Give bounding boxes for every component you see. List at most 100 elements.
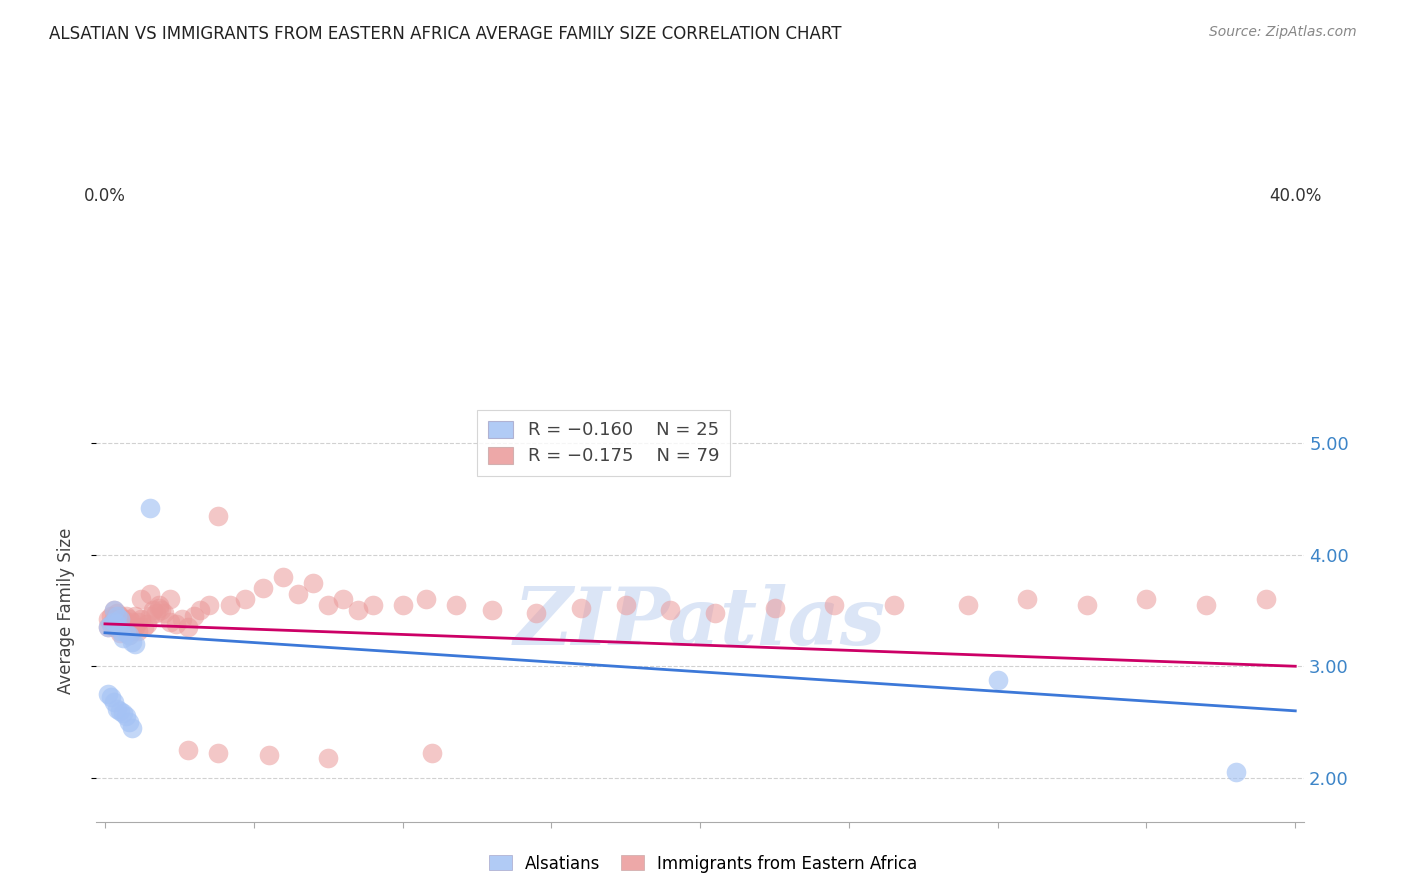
Point — [148, 601, 170, 615]
Point — [103, 615, 125, 629]
Point — [1017, 592, 1039, 607]
Point — [138, 609, 160, 624]
Point — [659, 603, 682, 617]
Point — [207, 508, 229, 523]
Point — [420, 746, 443, 760]
Text: 40.0%: 40.0% — [1270, 186, 1322, 204]
Point — [526, 606, 548, 620]
Point — [124, 609, 146, 624]
Point — [145, 606, 167, 620]
Point — [1225, 765, 1247, 780]
Point — [1195, 598, 1218, 612]
Point — [118, 612, 141, 626]
Point — [108, 616, 131, 631]
Point — [177, 620, 200, 634]
Point — [118, 628, 141, 642]
Point — [391, 598, 413, 612]
Point — [108, 704, 131, 718]
Point — [987, 673, 1010, 687]
Point — [150, 603, 173, 617]
Point — [97, 687, 120, 701]
Point — [132, 620, 155, 634]
Point — [103, 620, 125, 634]
Point — [118, 714, 141, 729]
Point — [105, 609, 128, 624]
Point — [114, 616, 136, 631]
Point — [105, 701, 128, 715]
Point — [316, 598, 339, 612]
Point — [219, 598, 242, 612]
Point — [103, 695, 125, 709]
Point — [883, 598, 905, 612]
Text: ZIPatlas: ZIPatlas — [515, 584, 886, 662]
Point — [100, 609, 122, 624]
Point — [103, 603, 125, 617]
Point — [763, 601, 786, 615]
Point — [111, 706, 134, 720]
Point — [444, 598, 467, 612]
Point — [114, 625, 136, 640]
Point — [138, 500, 160, 515]
Point — [100, 616, 122, 631]
Point — [100, 690, 122, 705]
Point — [172, 612, 194, 626]
Point — [121, 615, 143, 629]
Point — [273, 570, 295, 584]
Point — [97, 612, 120, 626]
Point — [111, 632, 134, 646]
Point — [177, 743, 200, 757]
Point — [614, 598, 637, 612]
Point — [129, 592, 152, 607]
Point — [207, 746, 229, 760]
Point — [956, 598, 979, 612]
Point — [108, 625, 131, 640]
Point — [316, 750, 339, 764]
Point — [481, 603, 503, 617]
Legend: R = −0.160    N = 25, R = −0.175    N = 79: R = −0.160 N = 25, R = −0.175 N = 79 — [477, 409, 730, 476]
Point — [108, 624, 131, 638]
Point — [105, 606, 128, 620]
Text: ALSATIAN VS IMMIGRANTS FROM EASTERN AFRICA AVERAGE FAMILY SIZE CORRELATION CHART: ALSATIAN VS IMMIGRANTS FROM EASTERN AFRI… — [49, 25, 842, 43]
Point — [100, 616, 122, 631]
Point — [121, 634, 143, 648]
Point — [127, 615, 149, 629]
Point — [124, 620, 146, 634]
Point — [302, 575, 325, 590]
Point — [114, 609, 136, 624]
Text: 0.0%: 0.0% — [84, 186, 127, 204]
Point — [138, 587, 160, 601]
Point — [103, 612, 125, 626]
Point — [361, 598, 384, 612]
Point — [118, 620, 141, 634]
Point — [114, 709, 136, 723]
Point — [1135, 592, 1157, 607]
Point — [165, 616, 187, 631]
Point — [124, 637, 146, 651]
Point — [111, 620, 134, 634]
Point — [415, 592, 437, 607]
Y-axis label: Average Family Size: Average Family Size — [58, 527, 75, 694]
Text: Source: ZipAtlas.com: Source: ZipAtlas.com — [1209, 25, 1357, 39]
Point — [105, 615, 128, 629]
Point — [287, 587, 309, 601]
Point — [1254, 592, 1277, 607]
Point — [135, 616, 157, 631]
Point — [347, 603, 370, 617]
Point — [252, 581, 274, 595]
Point — [188, 603, 211, 617]
Point — [111, 612, 134, 626]
Point — [127, 624, 149, 638]
Point — [118, 628, 141, 642]
Point — [105, 616, 128, 631]
Point — [103, 603, 125, 617]
Point — [108, 612, 131, 626]
Point — [148, 598, 170, 612]
Point — [121, 624, 143, 638]
Point — [183, 609, 205, 624]
Point — [233, 592, 256, 607]
Point — [332, 592, 354, 607]
Point — [153, 606, 176, 620]
Point — [823, 598, 845, 612]
Point — [257, 748, 280, 763]
Point — [198, 598, 221, 612]
